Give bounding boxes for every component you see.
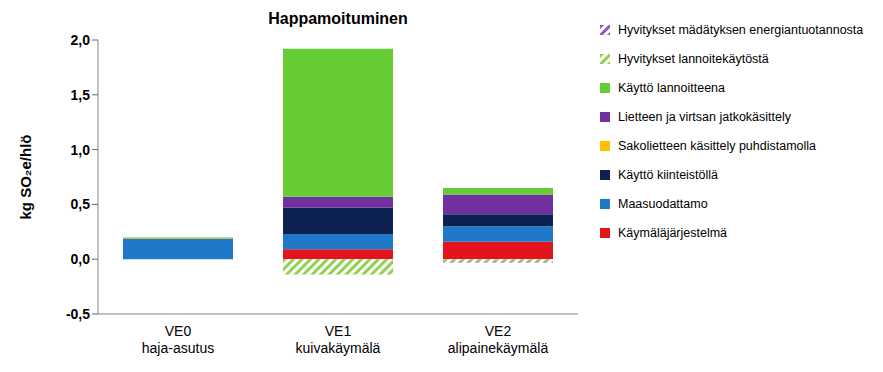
svg-text:0,0: 0,0 bbox=[71, 251, 91, 267]
svg-text:VE1kuivakäymälä: VE1kuivakäymälä bbox=[296, 323, 381, 356]
svg-text:1,5: 1,5 bbox=[71, 87, 91, 103]
svg-text:VE2alipainekäymälä: VE2alipainekäymälä bbox=[448, 323, 549, 356]
svg-text:1,0: 1,0 bbox=[71, 142, 91, 158]
html-text:Hyvitykset lannoitekäytöstä: Hyvitykset lannoitekäytöstä bbox=[618, 52, 769, 66]
html-text:Käyttö lannoitteena: Käyttö lannoitteena bbox=[618, 81, 725, 95]
svg-text:0,5: 0,5 bbox=[71, 196, 91, 212]
html-text:Käymäläjärjestelmä: Käymäläjärjestelmä bbox=[618, 226, 728, 240]
svg-text:kg SO₂e/hlö: kg SO₂e/hlö bbox=[17, 134, 34, 219]
html-text:Maasuodattamo: Maasuodattamo bbox=[618, 197, 708, 211]
html-text:Happamoituminen: Happamoituminen bbox=[268, 10, 408, 27]
html-text:Käyttö kiinteistöllä: Käyttö kiinteistöllä bbox=[618, 168, 719, 182]
html-text:Lietteen ja virtsan jatkokäsit: Lietteen ja virtsan jatkokäsittely bbox=[618, 110, 791, 124]
svg-text:2,0: 2,0 bbox=[71, 32, 91, 48]
html-text:Sakolietteen käsittely puhdist: Sakolietteen käsittely puhdistamolla bbox=[618, 139, 816, 153]
svg-text:-0,5: -0,5 bbox=[66, 306, 90, 322]
html-text:Hyvitykset mädätyksen energian: Hyvitykset mädätyksen energiantuotannost… bbox=[618, 23, 864, 37]
svg-text:VE0haja-asutus: VE0haja-asutus bbox=[142, 323, 214, 356]
